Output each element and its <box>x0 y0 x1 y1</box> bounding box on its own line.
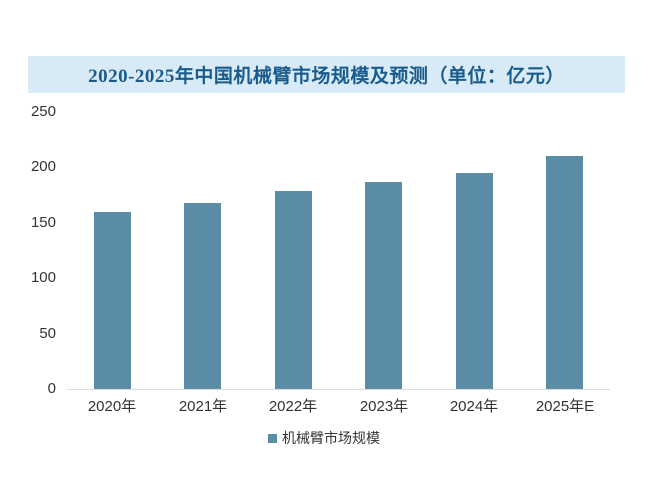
x-tick-label: 2025年E <box>535 398 595 415</box>
x-tick-label: 2022年 <box>268 398 318 415</box>
y-tick-label: 50 <box>39 324 56 342</box>
bar-2024年 <box>456 173 493 389</box>
legend-swatch-icon <box>268 433 277 443</box>
bar-2020年 <box>94 212 131 389</box>
y-tick-label: 250 <box>30 103 56 120</box>
y-tick-label: 0 <box>47 380 56 397</box>
x-axis-line <box>67 389 610 390</box>
legend-label: 机械臂市场规模 <box>282 430 380 446</box>
y-tick-label: 150 <box>30 213 56 231</box>
x-tick-label: 2024年 <box>449 398 499 415</box>
x-tick-label: 2020年 <box>87 398 137 415</box>
bar-2025年E <box>546 156 583 389</box>
y-tick-label: 200 <box>30 158 56 176</box>
bar-2022年 <box>275 191 312 389</box>
x-tick-label: 2023年 <box>359 398 409 415</box>
x-tick-label: 2021年 <box>178 398 228 415</box>
bar-2021年 <box>184 203 221 389</box>
legend: 机械臂市场规模 <box>0 428 648 448</box>
y-tick-label: 100 <box>30 269 56 287</box>
chart-title: 2020-2025年中国机械臂市场规模及预测（单位：亿元） <box>88 66 565 87</box>
bar-2023年 <box>365 182 402 389</box>
chart-title-band: 2020-2025年中国机械臂市场规模及预测（单位：亿元） <box>28 56 625 93</box>
